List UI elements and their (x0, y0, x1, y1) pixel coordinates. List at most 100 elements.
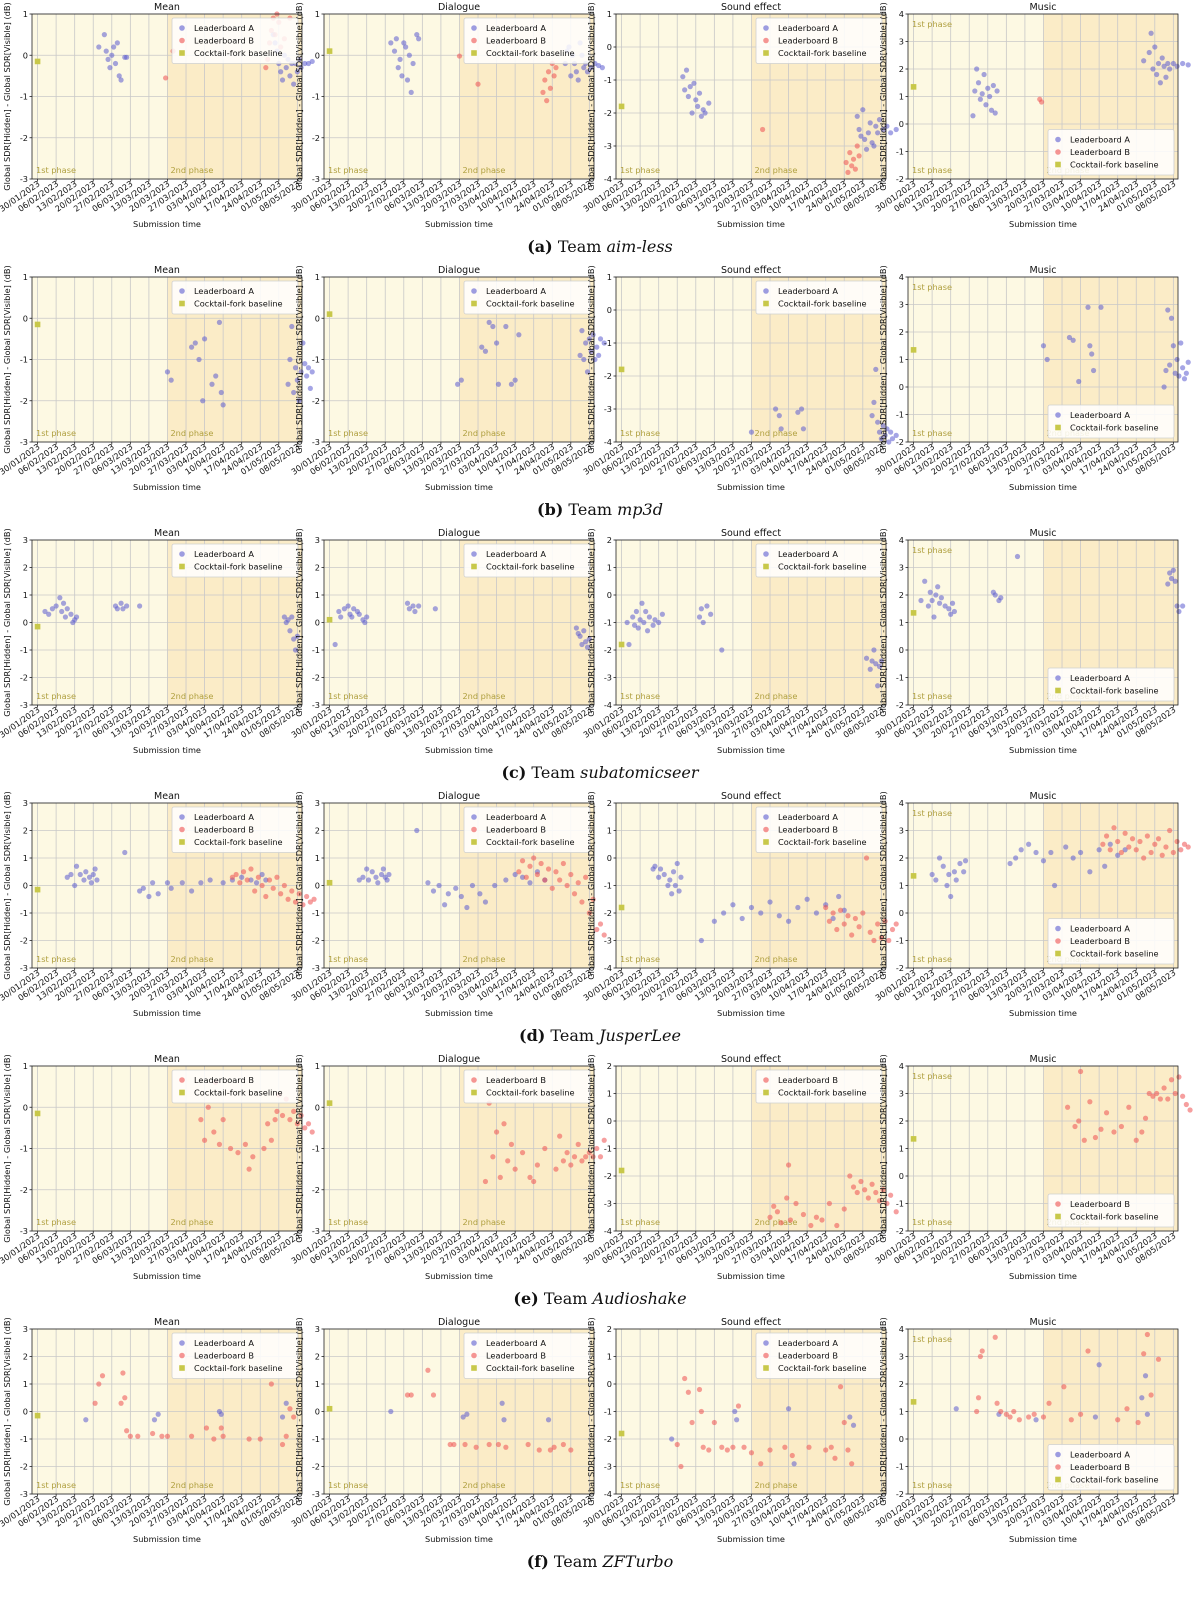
point-leaderboard-a (279, 77, 286, 83)
point-leaderboard-a (862, 136, 868, 142)
point-leaderboard-b (586, 910, 592, 916)
point-leaderboard-a (696, 614, 703, 620)
phase2-label: 2nd phase (754, 1480, 797, 1490)
point-leaderboard-b (850, 156, 857, 162)
y-tick-label: 0 (607, 590, 612, 600)
point-leaderboard-b (856, 924, 862, 930)
y-tick-label: 1 (315, 853, 320, 863)
y-axis-label: Global SDR[Hidden] - Global SDR[Visible]… (586, 791, 596, 979)
y-tick-label: -3 (312, 1489, 320, 1499)
legend: Leaderboard A Leaderboard B Cocktail-fork … (463, 806, 591, 853)
caption-prefix: Team (563, 500, 617, 519)
row-ZFTurbo: -3 -2 -1 0 1 2 3 1st phase 2nd phase 1st phase Mea… (0, 1317, 1179, 1571)
point-leaderboard-a (1161, 384, 1167, 390)
legend: Leaderboard A Leaderboard B Cocktail-fork … (171, 17, 299, 64)
legend-label: Leaderboard A (486, 1338, 546, 1348)
point-leaderboard-a (196, 356, 202, 363)
legend-marker-A (763, 814, 769, 820)
point-leaderboard-a (64, 606, 70, 612)
legend-label: Leaderboard A (778, 23, 838, 33)
caption-label: (d) (519, 1026, 545, 1045)
point-leaderboard-b (512, 1166, 518, 1172)
point-leaderboard-a (380, 866, 386, 872)
point-leaderboard-b (863, 855, 870, 861)
point-leaderboard-a (929, 871, 935, 878)
point-cocktail-fork-baseline (910, 347, 917, 353)
point-leaderboard-b (849, 1461, 855, 1467)
point-leaderboard-a (661, 871, 667, 878)
point-leaderboard-a (545, 1417, 552, 1423)
legend-marker-baseline (471, 1365, 477, 1371)
point-leaderboard-a (689, 110, 695, 116)
legend-marker-A (763, 288, 769, 294)
point-leaderboard-a (188, 888, 195, 894)
point-leaderboard-b (564, 1150, 570, 1156)
legend-label: Leaderboard A (194, 812, 254, 822)
legend-marker-A (763, 25, 769, 31)
point-leaderboard-b (304, 893, 310, 900)
point-leaderboard-b (534, 871, 541, 878)
plot-frame (31, 13, 303, 180)
y-tick-label: 2 (899, 853, 904, 863)
point-leaderboard-a (957, 860, 963, 867)
point-leaderboard-b (259, 882, 265, 889)
y-tick-label: -1 (312, 908, 320, 918)
point-leaderboard-b (261, 1145, 267, 1152)
point-leaderboard-b (257, 1436, 263, 1442)
legend-marker-baseline (471, 300, 477, 307)
point-leaderboard-b (774, 1209, 781, 1215)
point-leaderboard-a (1154, 71, 1160, 78)
point-leaderboard-b (568, 871, 574, 878)
point-leaderboard-a (278, 69, 284, 75)
y-tick-label: -1 (896, 673, 904, 683)
y-tick-label: 1 (23, 1061, 28, 1071)
legend-label: Leaderboard A (194, 1338, 254, 1348)
point-leaderboard-a (987, 93, 993, 100)
y-tick-label: 3 (315, 535, 320, 545)
y-axis-label: Global SDR[Hidden] - Global SDR[Visible]… (878, 1317, 888, 1505)
point-leaderboard-a (155, 891, 161, 897)
point-leaderboard-a (395, 65, 401, 71)
point-leaderboard-a (1183, 370, 1189, 376)
point-leaderboard-b (575, 1141, 581, 1147)
y-tick-label: 1 (607, 1352, 612, 1362)
point-leaderboard-b (579, 1158, 585, 1164)
phase2-label: 2nd phase (754, 428, 797, 438)
point-leaderboard-a (146, 893, 152, 900)
phase2-label: 2nd phase (754, 165, 797, 175)
y-tick-label: 2 (899, 1116, 904, 1126)
point-cocktail-fork-baseline (326, 1405, 333, 1412)
x-axis-label: Submission time (717, 482, 785, 492)
point-leaderboard-b (447, 1441, 453, 1448)
point-leaderboard-a (581, 356, 587, 363)
y-tick-label: 4 (899, 798, 904, 808)
point-leaderboard-a (961, 869, 967, 875)
point-leaderboard-b (486, 1441, 492, 1448)
point-leaderboard-a (951, 608, 957, 615)
point-leaderboard-a (114, 606, 120, 612)
phase1-label: 1st phase (912, 691, 952, 701)
point-cocktail-fork-baseline (34, 321, 41, 328)
point-leaderboard-a (953, 877, 959, 883)
plot-frame (615, 802, 887, 969)
point-leaderboard-a (1040, 858, 1047, 864)
point-leaderboard-b (1103, 1110, 1110, 1116)
point-leaderboard-b (272, 1117, 278, 1123)
point-leaderboard-b (841, 1419, 847, 1426)
x-axis-label: Submission time (1009, 1534, 1077, 1544)
point-leaderboard-a (785, 1406, 792, 1412)
point-leaderboard-a (151, 1417, 158, 1423)
point-leaderboard-b (527, 863, 533, 869)
point-leaderboard-a (83, 1417, 89, 1423)
legend: Leaderboard A Cocktail-fork baseline (1047, 667, 1175, 702)
point-leaderboard-a (1163, 74, 1169, 80)
y-tick-label: 1 (23, 9, 28, 19)
point-leaderboard-a (972, 88, 978, 94)
point-leaderboard-a (201, 336, 208, 342)
phase2-label: 2nd phase (170, 428, 213, 438)
point-leaderboard-a (77, 871, 83, 878)
point-leaderboard-a (669, 1436, 675, 1442)
phase1-label-top: 1st phase (912, 808, 952, 818)
point-leaderboard-a (889, 436, 896, 442)
